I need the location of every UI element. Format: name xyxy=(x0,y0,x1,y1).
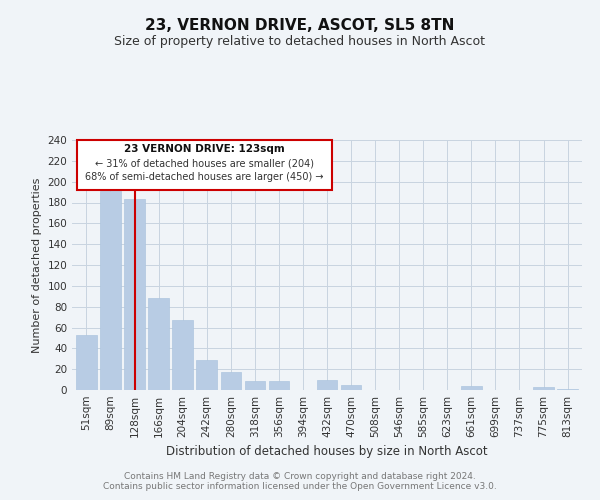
Bar xyxy=(148,298,169,390)
Text: Contains public sector information licensed under the Open Government Licence v3: Contains public sector information licen… xyxy=(103,482,497,491)
X-axis label: Distribution of detached houses by size in North Ascot: Distribution of detached houses by size … xyxy=(166,446,488,458)
Bar xyxy=(172,320,193,390)
Bar xyxy=(245,380,265,390)
Y-axis label: Number of detached properties: Number of detached properties xyxy=(32,178,42,352)
Text: Size of property relative to detached houses in North Ascot: Size of property relative to detached ho… xyxy=(115,35,485,48)
Bar xyxy=(196,360,217,390)
Bar xyxy=(269,380,289,390)
Bar xyxy=(76,335,97,390)
Text: 23 VERNON DRIVE: 123sqm: 23 VERNON DRIVE: 123sqm xyxy=(124,144,285,154)
Bar xyxy=(221,372,241,390)
Bar xyxy=(124,200,145,390)
Bar xyxy=(317,380,337,390)
Bar xyxy=(341,385,361,390)
Text: Contains HM Land Registry data © Crown copyright and database right 2024.: Contains HM Land Registry data © Crown c… xyxy=(124,472,476,481)
Bar xyxy=(100,191,121,390)
Bar xyxy=(533,387,554,390)
Text: ← 31% of detached houses are smaller (204): ← 31% of detached houses are smaller (20… xyxy=(95,158,314,168)
Bar xyxy=(557,389,578,390)
Text: 68% of semi-detached houses are larger (450) →: 68% of semi-detached houses are larger (… xyxy=(85,172,324,182)
Bar xyxy=(461,386,482,390)
Text: 23, VERNON DRIVE, ASCOT, SL5 8TN: 23, VERNON DRIVE, ASCOT, SL5 8TN xyxy=(145,18,455,32)
